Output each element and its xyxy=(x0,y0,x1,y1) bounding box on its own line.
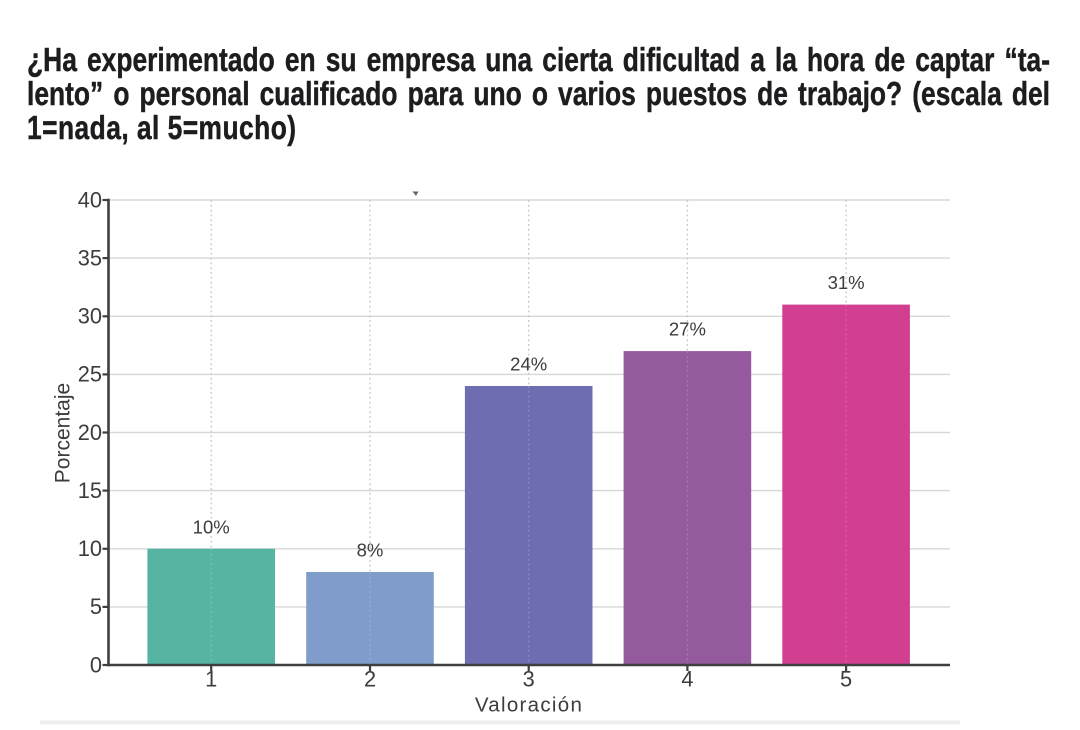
svg-text:10: 10 xyxy=(78,536,102,561)
svg-text:1: 1 xyxy=(205,667,217,692)
svg-text:3: 3 xyxy=(523,667,535,692)
svg-text:27%: 27% xyxy=(669,318,706,339)
svg-text:30: 30 xyxy=(78,304,102,329)
svg-text:35: 35 xyxy=(78,245,102,270)
svg-text:5: 5 xyxy=(840,667,852,692)
svg-text:5: 5 xyxy=(90,594,102,619)
svg-text:40: 40 xyxy=(78,187,102,212)
svg-text:15: 15 xyxy=(78,478,102,503)
svg-text:31%: 31% xyxy=(828,272,865,293)
svg-text:4: 4 xyxy=(681,667,693,692)
svg-text:Valoración: Valoración xyxy=(475,694,583,717)
svg-text:8%: 8% xyxy=(357,540,384,561)
svg-text:24%: 24% xyxy=(510,353,547,374)
svg-text:25: 25 xyxy=(78,362,102,387)
svg-text:2: 2 xyxy=(364,667,376,692)
svg-text:Porcentaje: Porcentaje xyxy=(51,383,74,483)
svg-text:0: 0 xyxy=(90,652,102,677)
svg-text:10%: 10% xyxy=(193,517,230,538)
svg-text:20: 20 xyxy=(78,420,102,445)
